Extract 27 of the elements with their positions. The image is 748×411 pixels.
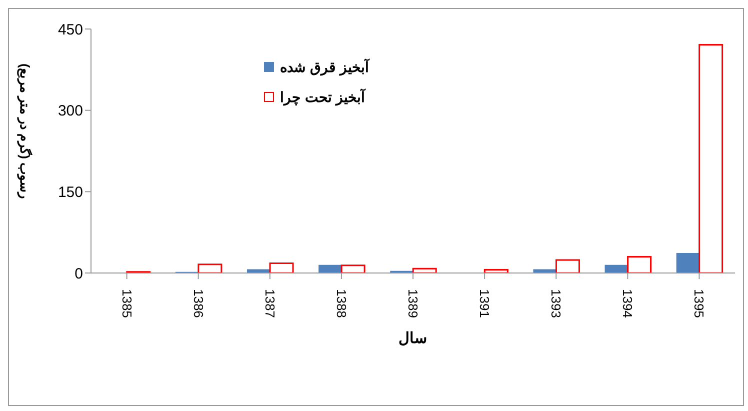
x-tick-label: 1395 <box>692 289 707 318</box>
legend-label: آبخیز قرق شده <box>280 59 369 75</box>
y-tick-label: 0 <box>74 265 83 282</box>
bar <box>627 256 652 273</box>
bar <box>533 269 556 273</box>
y-axis-title: رسوب (گرم در متر مربع) <box>16 63 34 199</box>
bar <box>318 264 342 273</box>
bar <box>555 259 580 273</box>
x-tick-label: 1389 <box>406 289 420 318</box>
y-tick-label: 450 <box>58 21 83 38</box>
x-tick-label: 1393 <box>548 289 564 318</box>
bar <box>676 252 700 273</box>
x-tick-label: 1394 <box>620 289 636 318</box>
x-tick-label: 1386 <box>190 289 206 318</box>
x-tick-label: 1387 <box>262 289 278 318</box>
bar <box>269 262 294 273</box>
y-tick-label: 300 <box>58 102 83 120</box>
bar <box>198 264 222 273</box>
bar <box>340 264 366 273</box>
bar <box>412 268 437 273</box>
legend-label: آبخیز تحت چرا <box>280 89 365 105</box>
bar <box>698 44 724 273</box>
x-tick-label: 1388 <box>334 289 349 318</box>
x-tick-label: 1391 <box>477 289 492 318</box>
y-tick-label: 150 <box>58 184 83 201</box>
x-tick-label: 1385 <box>119 289 134 318</box>
x-axis-title: سال <box>398 330 428 347</box>
